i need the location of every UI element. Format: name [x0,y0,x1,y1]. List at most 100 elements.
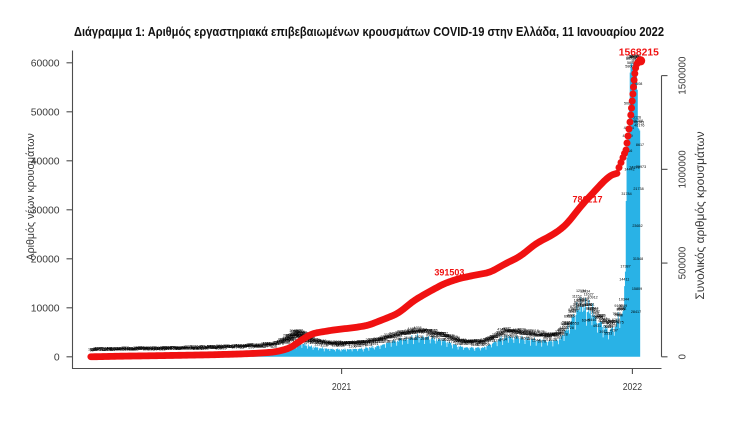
svg-text:1114: 1114 [332,343,340,347]
svg-text:2007: 2007 [462,340,470,344]
svg-text:454: 454 [174,346,180,350]
svg-text:3983: 3983 [522,330,530,334]
svg-text:1384: 1384 [331,343,339,347]
svg-text:809: 809 [271,345,277,349]
svg-text:2869: 2869 [489,335,497,339]
svg-text:452: 452 [203,347,209,351]
svg-text:305: 305 [140,346,146,350]
svg-text:2914: 2914 [289,332,297,336]
svg-text:8484: 8484 [587,307,595,311]
svg-text:3468: 3468 [556,331,564,335]
svg-text:1000000: 1000000 [677,150,688,189]
svg-text:4172: 4172 [429,329,437,333]
svg-text:360: 360 [168,346,174,350]
svg-text:2246: 2246 [393,337,401,341]
svg-text:4372: 4372 [411,328,419,332]
svg-text:4299: 4299 [517,327,525,331]
svg-text:3494: 3494 [426,331,434,335]
svg-text:1588: 1588 [347,341,355,345]
svg-text:1876: 1876 [278,338,286,342]
svg-text:1615: 1615 [321,340,329,344]
svg-text:240: 240 [129,347,135,351]
svg-text:1696: 1696 [341,341,349,345]
svg-text:1809: 1809 [477,341,485,345]
svg-text:4423: 4423 [501,327,509,331]
svg-text:2573: 2573 [296,331,304,335]
svg-text:2533: 2533 [297,331,305,335]
svg-text:3345: 3345 [494,333,502,337]
svg-text:3040: 3040 [543,335,551,339]
svg-text:2571: 2571 [379,336,387,340]
svg-text:331: 331 [162,346,168,350]
svg-text:2649: 2649 [404,336,412,340]
svg-text:3675: 3675 [496,331,504,335]
svg-text:3374: 3374 [391,333,399,337]
svg-text:1069: 1069 [336,344,344,348]
svg-text:3164: 3164 [537,333,545,337]
svg-text:1491: 1491 [370,342,378,346]
svg-text:3139: 3139 [540,333,548,337]
svg-text:1058: 1058 [266,342,274,346]
svg-text:133: 133 [91,347,97,351]
svg-text:481: 481 [200,346,206,350]
svg-text:2383: 2383 [485,337,493,341]
svg-text:1472: 1472 [329,342,337,346]
svg-text:1885: 1885 [468,339,476,343]
svg-text:58004: 58004 [625,65,635,69]
svg-text:60000: 60000 [31,58,60,69]
svg-text:3675: 3675 [536,330,544,334]
svg-text:2698: 2698 [300,332,308,336]
svg-text:59952: 59952 [626,56,636,60]
svg-text:280: 280 [144,346,150,350]
svg-text:2930: 2930 [385,335,393,339]
svg-text:1705: 1705 [356,340,364,344]
svg-text:1827: 1827 [461,340,469,344]
svg-text:223: 223 [128,347,134,351]
svg-text:152: 152 [108,348,114,352]
svg-text:253: 253 [171,347,177,351]
svg-text:317: 317 [199,347,205,351]
svg-text:3527: 3527 [540,333,548,337]
svg-text:355: 355 [204,346,210,350]
svg-text:2500: 2500 [450,337,458,341]
svg-text:60310: 60310 [630,54,640,58]
svg-text:2302: 2302 [307,337,315,341]
svg-text:10323: 10323 [576,298,586,302]
svg-text:373: 373 [210,346,216,350]
svg-text:4162: 4162 [506,329,514,333]
svg-text:2235: 2235 [368,337,376,341]
svg-text:2320: 2320 [291,335,299,339]
svg-text:616: 616 [234,345,240,349]
svg-text:3516: 3516 [403,332,411,336]
svg-text:989: 989 [261,342,267,346]
svg-text:4040: 4040 [507,330,515,334]
svg-text:1803: 1803 [317,340,325,344]
svg-text:Συνολικός αριθμός κρουσμάτων: Συνολικός αριθμός κρουσμάτων [693,131,707,299]
svg-text:1722: 1722 [476,340,484,344]
svg-text:6089: 6089 [611,320,619,324]
svg-text:2023: 2023 [313,338,321,342]
svg-text:3782: 3782 [410,331,418,335]
svg-text:579: 579 [213,344,219,348]
svg-text:1984: 1984 [280,337,288,341]
svg-text:1914: 1914 [487,339,495,343]
svg-text:583: 583 [208,345,214,349]
svg-text:46176: 46176 [634,124,644,128]
svg-text:533: 533 [207,345,213,349]
svg-text:4327: 4327 [512,328,520,332]
svg-text:3809: 3809 [404,329,412,333]
svg-text:2847: 2847 [446,335,454,339]
svg-text:1162: 1162 [267,342,275,346]
svg-text:14411: 14411 [619,278,629,282]
svg-text:541: 541 [205,346,211,350]
svg-text:376: 376 [163,346,169,350]
svg-text:2035: 2035 [282,341,290,345]
svg-text:1637: 1637 [355,340,363,344]
svg-text:700: 700 [223,344,229,348]
svg-text:2237: 2237 [282,340,290,344]
svg-text:4147: 4147 [497,328,505,332]
svg-text:2639: 2639 [297,333,305,337]
svg-text:1843: 1843 [312,340,320,344]
svg-text:3518: 3518 [553,332,561,336]
svg-text:794: 794 [236,344,242,348]
